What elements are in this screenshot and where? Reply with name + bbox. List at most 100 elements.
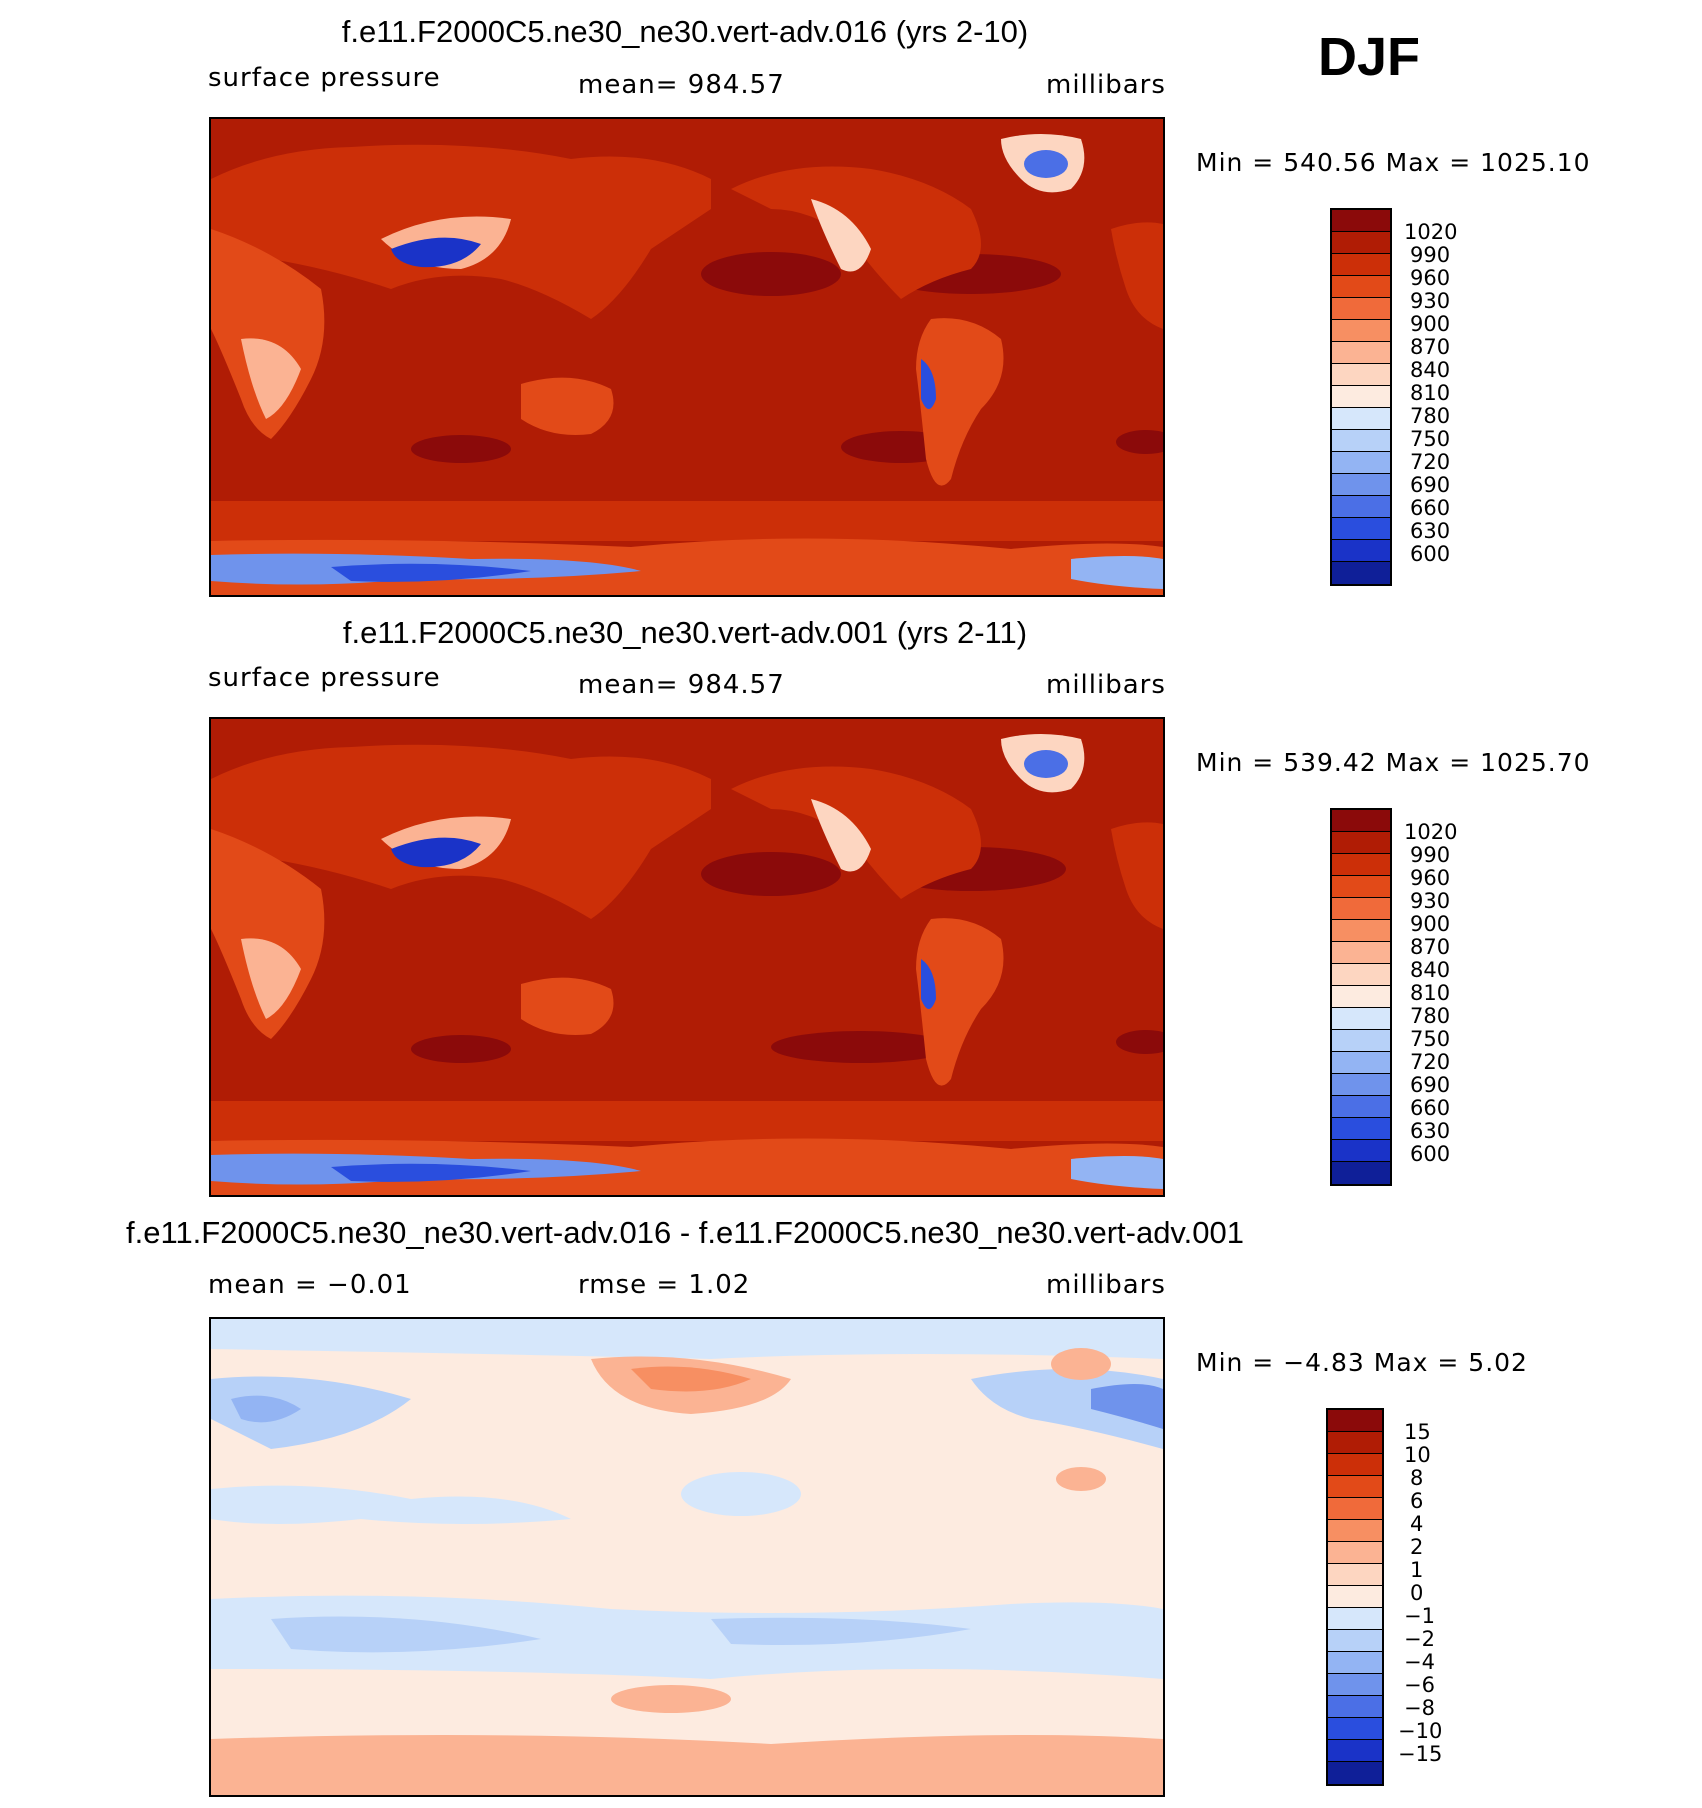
andes-high	[921, 959, 936, 1009]
pacific-high-south	[771, 1031, 951, 1063]
pacific-negative	[681, 1472, 801, 1516]
rockies-high	[811, 199, 871, 272]
southern-band	[211, 501, 1163, 541]
colorbar-1-label: 750	[1410, 427, 1451, 451]
colorbar-swatch	[1328, 1762, 1382, 1784]
andes-high	[921, 359, 936, 409]
atlantic-positive	[1056, 1467, 1106, 1491]
atlantic-high-south	[1116, 430, 1163, 454]
colorbar-2-label: 870	[1410, 935, 1451, 959]
colorbar-swatch	[1328, 1476, 1382, 1498]
africa-land	[211, 229, 325, 439]
antarctica-west-plateau	[1071, 1156, 1163, 1189]
colorbar-swatch	[1332, 540, 1390, 562]
panel-1-title: f.e11.F2000C5.ne30_ne30.vert-adv.016 (yr…	[341, 14, 1029, 49]
colorbar-swatch	[1332, 1162, 1390, 1184]
south-africa-high	[241, 938, 301, 1019]
panel-2-map	[209, 717, 1165, 1197]
colorbar-1-label: 780	[1410, 404, 1451, 428]
colorbar-swatch	[1328, 1564, 1382, 1586]
colorbar-3-label: −4	[1404, 1650, 1435, 1674]
panel-2-title: f.e11.F2000C5.ne30_ne30.vert-adv.001 (yr…	[342, 615, 1028, 650]
pacific-high-north	[701, 852, 841, 896]
colorbar-2-label: 930	[1410, 889, 1451, 913]
southern-band	[211, 1101, 1163, 1141]
colorbar-swatch	[1332, 210, 1390, 232]
panel-2-minmax: Min = 539.42 Max = 1025.70	[1196, 748, 1591, 777]
colorbar-1-label: 930	[1410, 289, 1451, 313]
colorbar-swatch	[1328, 1542, 1382, 1564]
colorbar-3-label: −2	[1404, 1627, 1435, 1651]
colorbar-swatch	[1332, 942, 1390, 964]
atlantic-negative-core	[1091, 1384, 1163, 1429]
colorbar-3-label: 6	[1410, 1489, 1424, 1513]
colorbar-3-label: 10	[1404, 1443, 1431, 1467]
colorbar-3-label: 8	[1410, 1466, 1424, 1490]
panel-2-colorbar	[1330, 808, 1392, 1186]
colorbar-swatch	[1328, 1696, 1382, 1718]
panel-3-title: f.e11.F2000C5.ne30_ne30.vert-adv.016 - f…	[126, 1215, 1244, 1250]
colorbar-2-label: 810	[1410, 981, 1451, 1005]
panel-3-map	[209, 1317, 1165, 1797]
colorbar-3-label: −15	[1398, 1742, 1443, 1766]
colorbar-2-label: 690	[1410, 1073, 1451, 1097]
colorbar-3-label: 1	[1410, 1558, 1424, 1582]
europe-africa-east-edge	[1111, 822, 1163, 929]
colorbar-swatch	[1332, 854, 1390, 876]
colorbar-2-label: 600	[1410, 1142, 1451, 1166]
colorbar-3-label: −10	[1398, 1719, 1443, 1743]
colorbar-1-label: 990	[1410, 243, 1451, 267]
panel-2-units-label: millibars	[1046, 670, 1166, 700]
colorbar-1-label: 840	[1410, 358, 1451, 382]
southern-positive-patch	[611, 1685, 731, 1713]
colorbar-2-label: 900	[1410, 912, 1451, 936]
colorbar-swatch	[1332, 474, 1390, 496]
panel-3-units-label: millibars	[1046, 1270, 1166, 1300]
colorbar-swatch	[1332, 810, 1390, 832]
colorbar-swatch	[1332, 232, 1390, 254]
colorbar-swatch	[1332, 276, 1390, 298]
colorbar-3-label: 4	[1410, 1512, 1424, 1536]
australia-land	[521, 977, 614, 1035]
arctic-negative	[211, 1319, 1163, 1359]
tropical-negative	[211, 1485, 571, 1524]
colorbar-swatch	[1328, 1608, 1382, 1630]
panel-1-mean-label: mean= 984.57	[578, 70, 785, 100]
colorbar-1-label: 810	[1410, 381, 1451, 405]
antarctic-positive	[211, 1735, 1163, 1795]
panel-1-units-label: millibars	[1046, 70, 1166, 100]
colorbar-swatch	[1332, 562, 1390, 584]
panel-1-colorbar	[1330, 208, 1392, 586]
colorbar-2-label: 840	[1410, 958, 1451, 982]
colorbar-swatch	[1332, 876, 1390, 898]
tibet-plateau	[391, 237, 481, 268]
colorbar-3-label: −1	[1404, 1604, 1435, 1628]
colorbar-swatch	[1332, 430, 1390, 452]
colorbar-swatch	[1332, 1074, 1390, 1096]
colorbar-2-label: 720	[1410, 1050, 1451, 1074]
europe-negative	[211, 1376, 411, 1449]
panel-3-rmse-label: rmse = 1.02	[578, 1270, 751, 1300]
colorbar-swatch	[1332, 986, 1390, 1008]
colorbar-1-label: 900	[1410, 312, 1451, 336]
greenland-ice-dome	[1024, 750, 1068, 778]
colorbar-2-label: 1020	[1404, 820, 1458, 844]
panel-2-left-label: surface pressure	[208, 663, 441, 693]
colorbar-swatch	[1332, 1052, 1390, 1074]
colorbar-swatch	[1332, 1140, 1390, 1162]
europe-africa-east-edge	[1111, 222, 1163, 329]
colorbar-swatch	[1332, 920, 1390, 942]
panel-3-minmax: Min = −4.83 Max = 5.02	[1196, 1348, 1528, 1377]
colorbar-3-label: 0	[1410, 1581, 1424, 1605]
colorbar-swatch	[1328, 1410, 1382, 1432]
colorbar-1-label: 720	[1410, 450, 1451, 474]
colorbar-2-label: 780	[1410, 1004, 1451, 1028]
colorbar-2-label: 750	[1410, 1027, 1451, 1051]
antarctica-coast	[211, 1138, 1163, 1195]
antarctica-west-plateau	[1071, 556, 1163, 589]
colorbar-swatch	[1328, 1520, 1382, 1542]
indian-high-south	[411, 1035, 511, 1063]
colorbar-swatch	[1332, 342, 1390, 364]
europe-negative-core	[231, 1395, 301, 1423]
antarctica-coast	[211, 538, 1163, 595]
